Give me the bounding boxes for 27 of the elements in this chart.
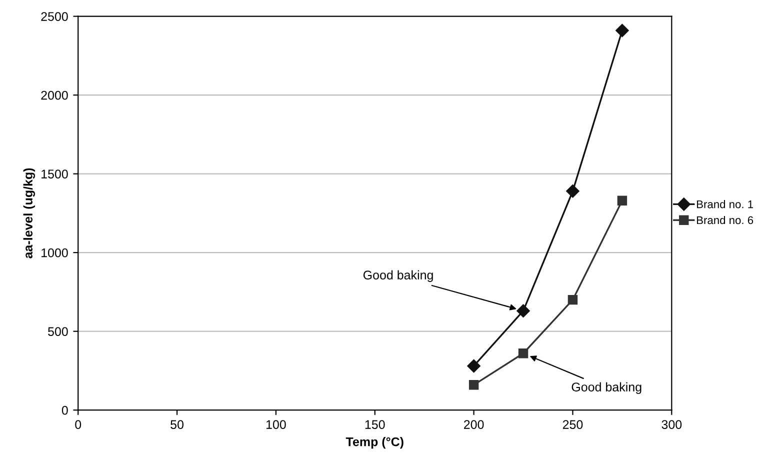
x-tick-label: 100: [266, 420, 286, 429]
y-tick-label: 1000: [42, 248, 68, 258]
legend-label: Brand no. 1: [697, 200, 754, 208]
y-axis-title: aa-level (ug/kg): [23, 168, 36, 258]
legend-label: Brand no. 6: [697, 216, 754, 224]
x-tick-label: 200: [464, 420, 484, 429]
point: [568, 294, 578, 305]
y-tick-label: 0: [62, 406, 68, 415]
annotation: Good baking: [572, 382, 642, 394]
point: [516, 304, 530, 318]
x-tick-label: 300: [662, 420, 682, 429]
point: [617, 196, 628, 206]
point: [566, 184, 580, 198]
y-tick-label: 500: [48, 327, 68, 336]
y-tick-label: 1500: [42, 170, 68, 178]
point: [518, 348, 528, 358]
y-tick-label: 2000: [41, 90, 68, 100]
x-tick-label: 250: [562, 420, 583, 429]
x-tick-label: 150: [365, 420, 385, 429]
point: [468, 380, 479, 390]
annotation: Good baking: [363, 270, 433, 282]
y-tick-label: 2500: [41, 12, 68, 21]
x-axis-title: Temp (°C): [346, 437, 404, 449]
point: [616, 24, 629, 38]
x-tick-label: 0: [75, 420, 82, 429]
x-tick-label: 50: [170, 420, 184, 429]
point: [467, 359, 480, 373]
